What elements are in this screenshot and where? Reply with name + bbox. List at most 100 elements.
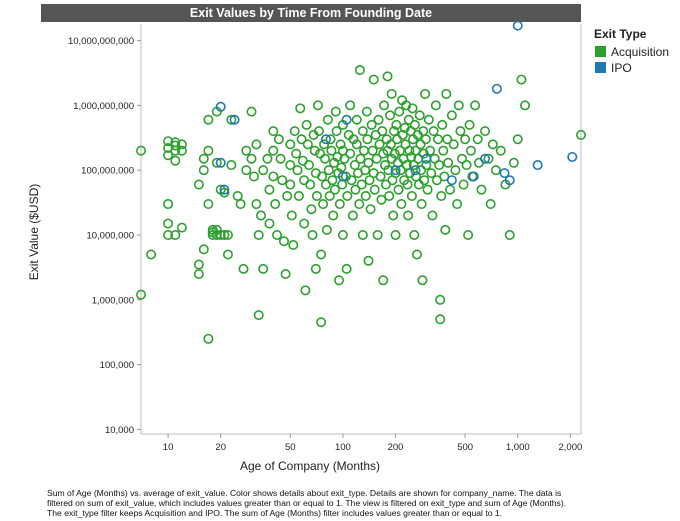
data-point-ipo[interactable]	[219, 184, 230, 195]
data-point-acquisition[interactable]	[286, 210, 297, 221]
data-point-acquisition[interactable]	[241, 165, 252, 176]
data-point-acquisition[interactable]	[409, 119, 420, 130]
data-point-acquisition[interactable]	[292, 165, 303, 176]
data-point-ipo[interactable]	[499, 168, 510, 179]
data-point-acquisition[interactable]	[411, 249, 422, 260]
data-point-acquisition[interactable]	[215, 229, 226, 240]
data-point-acquisition[interactable]	[464, 119, 475, 130]
data-point-acquisition[interactable]	[390, 229, 401, 240]
data-point-acquisition[interactable]	[193, 269, 204, 280]
data-point-acquisition[interactable]	[463, 229, 474, 240]
data-point-acquisition[interactable]	[349, 160, 360, 171]
data-point-acquisition[interactable]	[316, 317, 327, 328]
data-point-acquisition[interactable]	[483, 153, 494, 164]
data-point-acquisition[interactable]	[415, 139, 426, 150]
data-point-acquisition[interactable]	[146, 249, 157, 260]
data-point-acquisition[interactable]	[336, 162, 347, 173]
data-point-acquisition[interactable]	[393, 184, 404, 195]
data-point-acquisition[interactable]	[416, 199, 427, 210]
data-point-acquisition[interactable]	[318, 199, 329, 210]
data-point-acquisition[interactable]	[396, 199, 407, 210]
data-point-ipo[interactable]	[341, 114, 352, 125]
data-point-acquisition[interactable]	[452, 199, 463, 210]
data-point-acquisition[interactable]	[575, 129, 586, 140]
data-point-acquisition[interactable]	[361, 106, 372, 117]
data-point-acquisition[interactable]	[304, 160, 315, 171]
data-point-acquisition[interactable]	[324, 190, 335, 201]
data-point-acquisition[interactable]	[408, 160, 419, 171]
data-point-acquisition[interactable]	[253, 229, 264, 240]
data-point-acquisition[interactable]	[332, 151, 343, 162]
data-point-acquisition[interactable]	[347, 210, 358, 221]
data-point-acquisition[interactable]	[345, 100, 356, 111]
data-point-acquisition[interactable]	[354, 199, 365, 210]
data-point-acquisition[interactable]	[458, 179, 469, 190]
data-point-acquisition[interactable]	[285, 139, 296, 150]
data-point-acquisition[interactable]	[268, 145, 279, 156]
data-point-acquisition[interactable]	[203, 199, 214, 210]
data-point-acquisition[interactable]	[278, 236, 289, 247]
data-point-acquisition[interactable]	[273, 134, 284, 145]
data-point-acquisition[interactable]	[402, 179, 413, 190]
data-point-acquisition[interactable]	[327, 175, 338, 186]
data-point-acquisition[interactable]	[357, 229, 368, 240]
data-point-acquisition[interactable]	[176, 145, 187, 156]
data-point-acquisition[interactable]	[322, 114, 333, 125]
data-point-acquisition[interactable]	[519, 100, 530, 111]
data-point-acquisition[interactable]	[262, 153, 273, 164]
data-point-acquisition[interactable]	[423, 114, 434, 125]
data-point-acquisition[interactable]	[323, 165, 334, 176]
data-point-acquisition[interactable]	[241, 145, 252, 156]
data-point-acquisition[interactable]	[316, 249, 327, 260]
data-point-acquisition[interactable]	[436, 190, 447, 201]
data-point-acquisition[interactable]	[401, 160, 412, 171]
data-point-acquisition[interactable]	[317, 171, 328, 182]
data-point-acquisition[interactable]	[268, 126, 279, 137]
data-point-acquisition[interactable]	[325, 134, 336, 145]
data-point-acquisition[interactable]	[375, 171, 386, 182]
data-point-acquisition[interactable]	[329, 184, 340, 195]
data-point-acquisition[interactable]	[425, 145, 436, 156]
data-point-acquisition[interactable]	[440, 224, 451, 235]
data-point-acquisition[interactable]	[163, 150, 174, 161]
data-point-acquisition[interactable]	[455, 126, 466, 137]
data-point-acquisition[interactable]	[258, 165, 269, 176]
data-point-acquisition[interactable]	[163, 199, 174, 210]
data-point-acquisition[interactable]	[334, 275, 345, 286]
data-point-acquisition[interactable]	[397, 129, 408, 140]
data-point-acquisition[interactable]	[264, 218, 275, 229]
data-point-acquisition[interactable]	[472, 134, 483, 145]
data-point-acquisition[interactable]	[356, 179, 367, 190]
data-point-acquisition[interactable]	[251, 199, 262, 210]
data-point-acquisition[interactable]	[246, 153, 257, 164]
data-point-acquisition[interactable]	[345, 148, 356, 159]
data-point-ipo[interactable]	[512, 20, 523, 31]
data-point-acquisition[interactable]	[379, 100, 390, 111]
data-point-acquisition[interactable]	[280, 269, 291, 280]
data-point-acquisition[interactable]	[374, 139, 385, 150]
data-point-acquisition[interactable]	[366, 119, 377, 130]
data-point-acquisition[interactable]	[314, 126, 325, 137]
data-point-acquisition[interactable]	[386, 88, 397, 99]
data-point-ipo[interactable]	[337, 171, 348, 182]
data-point-acquisition[interactable]	[277, 175, 288, 186]
data-point-acquisition[interactable]	[470, 100, 481, 111]
data-point-acquisition[interactable]	[363, 157, 374, 168]
data-point-acquisition[interactable]	[422, 184, 433, 195]
data-point-acquisition[interactable]	[203, 333, 214, 344]
data-point-acquisition[interactable]	[434, 160, 445, 171]
data-point-acquisition[interactable]	[285, 179, 296, 190]
data-point-acquisition[interactable]	[253, 310, 264, 321]
data-point-acquisition[interactable]	[136, 145, 147, 156]
data-point-acquisition[interactable]	[388, 210, 399, 221]
data-point-ipo[interactable]	[504, 175, 515, 186]
data-point-acquisition[interactable]	[222, 229, 233, 240]
data-point-acquisition[interactable]	[305, 179, 316, 190]
data-point-acquisition[interactable]	[373, 114, 384, 125]
data-point-acquisition[interactable]	[193, 179, 204, 190]
data-point-ipo[interactable]	[491, 83, 502, 94]
data-point-acquisition[interactable]	[427, 210, 438, 221]
data-point-acquisition[interactable]	[445, 184, 456, 195]
data-point-acquisition[interactable]	[307, 229, 318, 240]
data-point-acquisition[interactable]	[226, 114, 237, 125]
